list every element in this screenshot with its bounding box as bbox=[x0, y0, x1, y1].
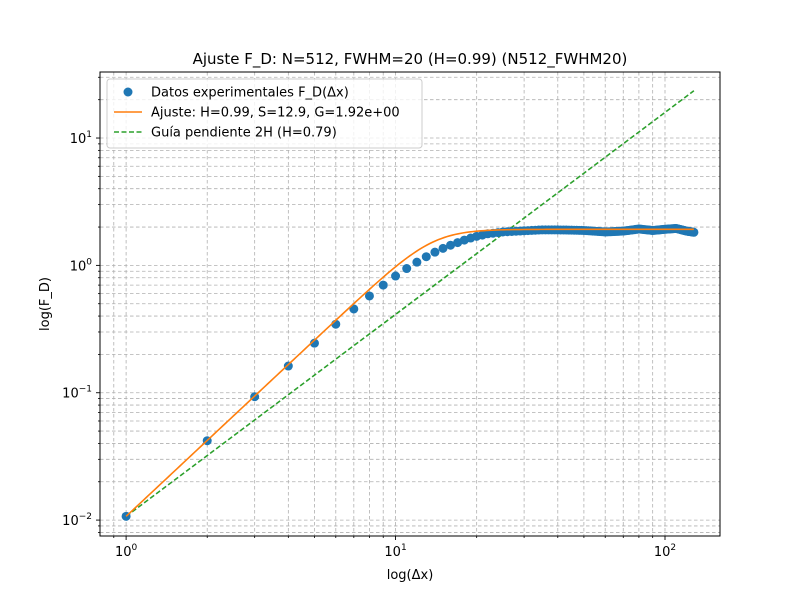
legend: Datos experimentales F_D(Δx) Ajuste: H=0… bbox=[106, 78, 423, 149]
data-point bbox=[438, 243, 448, 253]
chart-title: Ajuste F_D: N=512, FWHM=20 (H=0.99) (N51… bbox=[193, 50, 628, 69]
fit-curve bbox=[125, 228, 694, 517]
legend-box bbox=[106, 78, 423, 149]
data-point bbox=[412, 257, 422, 267]
guide-line bbox=[125, 90, 695, 517]
data-point bbox=[421, 252, 431, 262]
data-point bbox=[430, 247, 440, 257]
series-layer bbox=[121, 90, 699, 521]
legend-marker-scatter bbox=[123, 87, 133, 97]
data-point bbox=[309, 338, 319, 348]
data-point bbox=[283, 361, 293, 371]
data-point bbox=[402, 264, 412, 274]
y-axis-label: log(F_D) bbox=[38, 277, 53, 331]
data-point bbox=[364, 291, 374, 301]
legend-label-scatter: Datos experimentales F_D(Δx) bbox=[151, 86, 349, 101]
data-point bbox=[378, 280, 388, 290]
data-point bbox=[391, 271, 401, 281]
legend-label-guide: Guía pendiente 2H (H=0.79) bbox=[151, 126, 337, 141]
grid bbox=[100, 72, 720, 536]
data-point bbox=[446, 240, 456, 250]
legend-label-fit: Ajuste: H=0.99, S=12.9, G=1.92e+00 bbox=[151, 106, 400, 121]
x-axis-label: log(Δx) bbox=[387, 568, 434, 583]
